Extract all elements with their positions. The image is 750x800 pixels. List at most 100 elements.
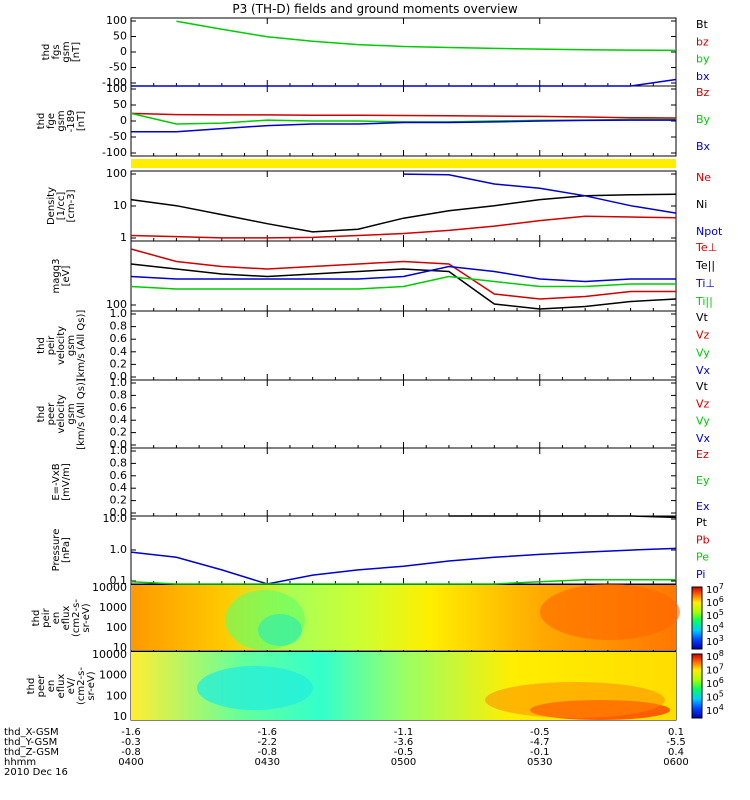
y-axis-label: velocity [56,326,67,365]
y-tick-label: 1 [120,231,127,244]
legend-entry: Vt [696,311,709,324]
y-tick-label: 0.8 [110,320,128,333]
y-axis-label: en [46,680,57,693]
legend-entry: bz [696,35,709,48]
legend-entry: Ti|| [695,295,713,308]
y-axis-label: peir [46,335,57,355]
y-axis-label: magq3 [51,259,62,294]
y-tick-label: 0.6 [110,401,128,414]
y-tick-label: 50 [113,98,127,111]
panel-peir_vel: 1.00.80.60.40.20.0 thd peir velocity gsm [km/… [36,307,711,383]
ephemeris-value: -0.8 [121,747,141,758]
colorbar-tick-label: 108 [706,649,724,663]
y-axis-label: [km/s (All Qs)] [76,310,87,382]
y-axis-label: [1/cc] [56,192,67,221]
y-tick-label: 100 [106,689,127,702]
spectrogram-peir [131,584,680,650]
legend-entry: Vt [696,380,709,393]
y-axis-label: [nT] [71,42,82,62]
bottom-ephemeris-axis: thd_X-GSM -1.6 -1.6 -1.1 -0.5 0.1 thd_Y-GSM -0.… [4,727,689,778]
y-tick-label: 1.0 [110,376,128,389]
panel-frame [130,447,677,517]
y-tick-label: 0.4 [110,413,128,426]
spectrogram-peer [131,652,676,720]
colorbar-tick-label: 103 [706,634,724,648]
panel-fge: 100 50 0 -50 -100 thd fge gsm -189 [nT] Bz By Bx [36,82,711,159]
y-tick-label: 0.0 [110,370,128,383]
y-axis-label: eflux [61,606,72,631]
y-axis-label: Density [46,187,57,225]
spectrogram-peer-cyan-band [197,666,313,710]
y-tick-label: -100 [102,76,127,89]
y-axis-label: peer [46,402,57,426]
ephemeris-value: 0430 [255,757,280,768]
legend-entry: Npot [696,225,723,238]
panel-efield: 1.00.80.60.40.20.0 E=-VxB [mV/m] Ez Ey Ex [51,444,710,519]
ephemeris-value: 0530 [527,757,552,768]
ephemeris-value: -1.6 [121,727,141,738]
y-tick-label: 0.2 [110,494,128,507]
series-te- [130,248,676,300]
density-panel-yellow-strip [131,159,676,168]
ephemeris-value: 0400 [118,757,143,768]
y-axis-label: peer [36,674,47,698]
legend-entry: Pb [696,533,710,546]
legend-entry: by [696,53,710,66]
ephemeris-value: -0.5 [530,727,550,738]
legend-entry: Pi [696,568,705,581]
y-axis-label: thd [36,113,47,130]
series-by [176,20,677,52]
ephemeris-value: -0.5 [394,747,414,758]
y-axis-label: eflux [56,674,67,699]
panel-density: 100 10 1 Density [1/cc] [cm-3] Ne Ni Npot [46,167,723,244]
panel-frame [130,170,677,242]
legend-entry: Pt [696,516,708,529]
ephemeris-value: -4.7 [530,737,550,748]
panel-frame [130,310,677,381]
y-tick-label: 0.8 [110,388,128,401]
panel-temps: 100 magq3 [eV] Te⊥ Te|| Ti⊥ Ti|| [51,240,717,312]
y-axis-label: en [51,612,62,625]
y-tick-label: 0.6 [110,332,128,345]
y-tick-label: 10000 [92,648,127,661]
y-axis-label: gsm [66,335,77,356]
panel-peer_vel: 1.00.80.60.40.20.0 thd peer velocity gsm [km/… [36,376,711,451]
y-tick-label: 1.0 [110,444,128,457]
y-tick-label: 1000 [99,601,127,614]
legend-entry: Te|| [695,259,715,272]
series-ne [130,215,677,239]
series-pt [448,515,677,519]
y-axis-label: [nT] [76,111,87,131]
y-axis-label: fgs [51,44,62,59]
y-tick-label: 0.2 [110,357,128,370]
ephemeris-value: -2.2 [257,737,277,748]
y-axis-label: Pressure [51,529,62,572]
y-tick-label: 0.0 [110,506,128,519]
y-tick-label: -50 [109,130,127,143]
y-axis-label: [mV/m] [61,463,72,501]
ephemeris-row-label: thd_Y-GSM [4,737,57,748]
y-axis-label: [cm-3] [66,189,77,222]
colorbar [691,586,703,650]
y-axis-label: [nPa] [61,537,72,563]
colorbar [691,653,703,719]
y-tick-label: 100 [106,298,127,311]
legend-entry: Pe [696,551,709,564]
y-axis-label: thd [36,406,47,423]
y-axis-label: thd [31,610,42,627]
legend-entry: Ez [696,448,709,461]
legend-entry: Vz [696,397,710,410]
y-tick-label: 0.0 [110,438,128,451]
ephemeris-value: -1.1 [394,727,414,738]
legend-entry: bx [696,70,710,83]
y-axis-label: velocity [56,394,67,433]
ephemeris-value: 0600 [663,757,688,768]
series-te- [130,263,677,310]
y-axis-label: thd [26,678,37,695]
ephemeris-value: -0.1 [530,747,550,758]
y-tick-label: 100 [106,167,127,180]
y-axis-label: -189 [66,110,77,133]
ephemeris-value: -0.3 [121,737,141,748]
